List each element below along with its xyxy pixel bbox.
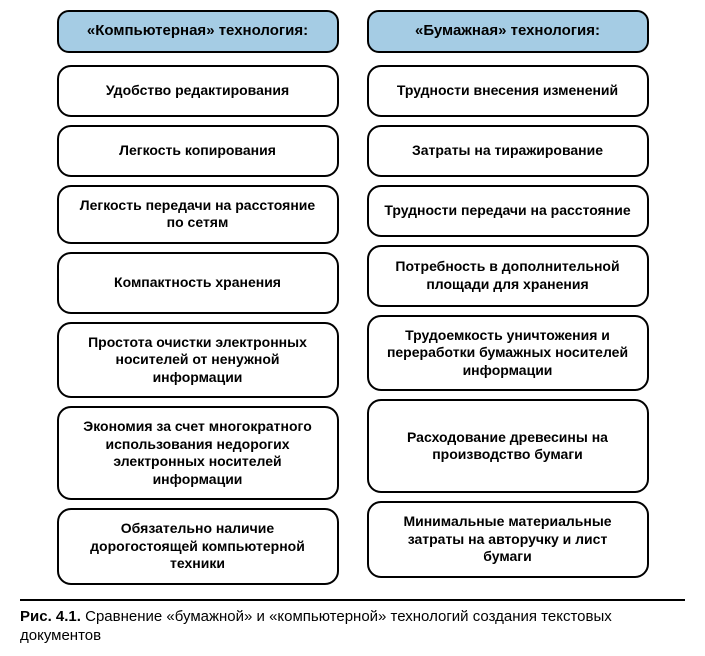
left-item-2: Легкость передачи на расстояние по сетям bbox=[57, 185, 339, 244]
figure-caption: Рис. 4.1. Сравнение «бумажной» и «компью… bbox=[20, 599, 685, 646]
right-item-1: Затраты на тиражирование bbox=[367, 125, 649, 177]
left-item-3: Компактность хранения bbox=[57, 252, 339, 314]
right-item-6: Минимальные материальные затраты на авто… bbox=[367, 501, 649, 578]
right-column: «Бумажная» технология: Трудности внесени… bbox=[367, 10, 649, 578]
left-item-0: Удобство редактирования bbox=[57, 65, 339, 117]
caption-text: Сравнение «бумажной» и «компьютерной» те… bbox=[20, 608, 612, 645]
right-item-0: Трудности внесения изменений bbox=[367, 65, 649, 117]
comparison-container: «Компьютерная» технология: Удобство реда… bbox=[20, 10, 685, 585]
right-item-3: Потребность в дополнительной площади для… bbox=[367, 245, 649, 307]
left-item-1: Легкость копирования bbox=[57, 125, 339, 177]
right-header: «Бумажная» технология: bbox=[367, 10, 649, 53]
left-item-6: Обязательно наличие дорогостоящей компью… bbox=[57, 508, 339, 585]
left-header: «Компьютерная» технология: bbox=[57, 10, 339, 53]
caption-prefix: Рис. 4.1. bbox=[20, 608, 81, 625]
right-item-5: Расходование древесины на производство б… bbox=[367, 399, 649, 493]
right-item-4: Трудоемкость уничтожения и переработки б… bbox=[367, 315, 649, 392]
left-item-5: Экономия за счет многократного использов… bbox=[57, 406, 339, 500]
right-item-2: Трудности передачи на расстояние bbox=[367, 185, 649, 237]
left-column: «Компьютерная» технология: Удобство реда… bbox=[57, 10, 339, 585]
left-item-4: Простота очистки электронных носителей о… bbox=[57, 322, 339, 399]
